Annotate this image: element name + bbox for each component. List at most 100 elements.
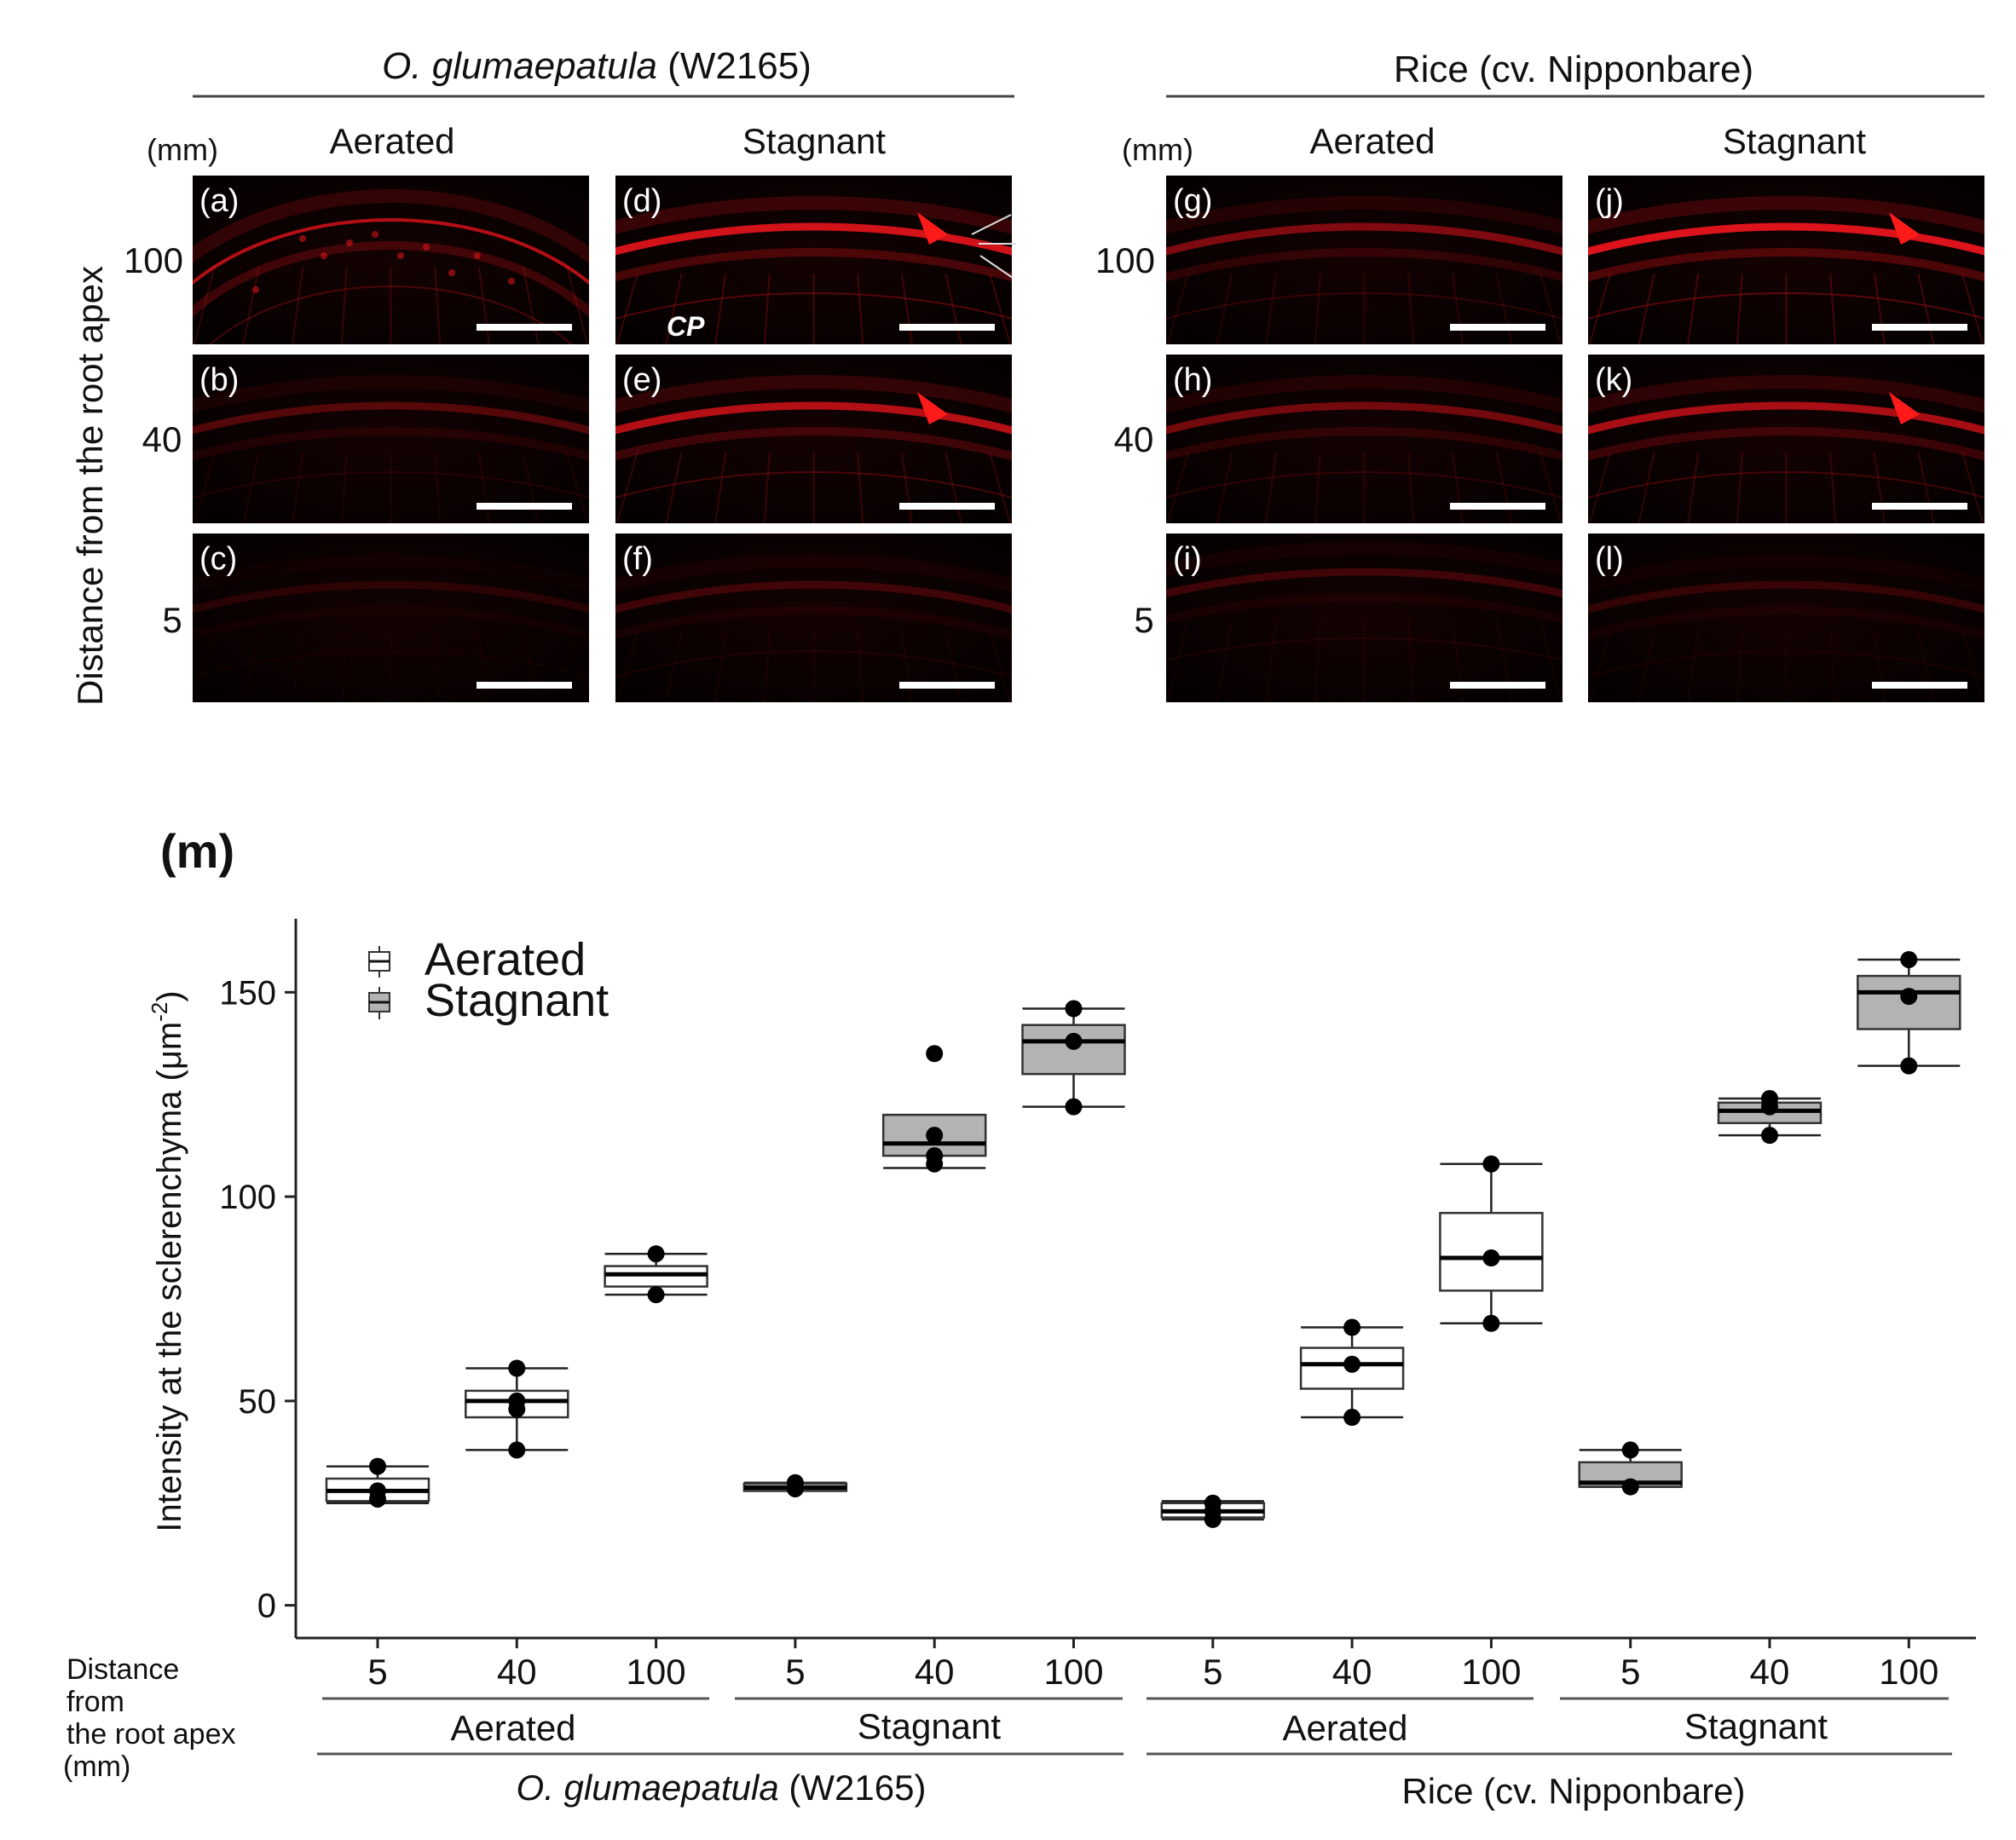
x-axis-title-line: Distance	[66, 1653, 179, 1686]
micrograph-panel: (d)	[615, 176, 1012, 344]
species-label-italic: O. glumaepatula	[517, 1768, 779, 1808]
data-point	[647, 1245, 665, 1263]
micrograph-panel: (h)	[1166, 355, 1563, 523]
panel-background	[615, 176, 1012, 344]
y-ticks: 0 50 100 150	[219, 974, 296, 1625]
unit-label: (mm)	[147, 132, 218, 167]
scale-bar	[477, 324, 572, 331]
data-point	[369, 1490, 386, 1508]
panel-label: (f)	[622, 541, 653, 577]
scale-bar	[1872, 324, 1967, 331]
micrograph-panel: (i)	[1166, 534, 1563, 702]
panel-label: (a)	[199, 183, 239, 219]
box-o-glumaepatula-aerated-100	[604, 1245, 708, 1304]
data-point	[1482, 1249, 1500, 1267]
legend-key-stagnant	[368, 987, 390, 1019]
data-point	[1761, 1127, 1778, 1145]
data-point	[786, 1479, 804, 1497]
x-tick-label: 40	[915, 1652, 955, 1692]
x-tick-labels: 5 40 100 5 40 100 5 40 100 5 40 100	[367, 1638, 1938, 1692]
data-point	[1621, 1441, 1639, 1459]
x-axis-title: Distance from the root apex (mm)	[63, 1653, 244, 1783]
panel-label: (g)	[1173, 183, 1212, 219]
panel-background	[193, 534, 589, 702]
micrograph-panel: (f)	[615, 534, 1012, 702]
legend-label-aerated: Aerated	[425, 934, 586, 985]
data-point	[1621, 1478, 1639, 1496]
y-tick-label: 100	[219, 1179, 276, 1216]
box-rice-stagnant-40	[1717, 1090, 1822, 1145]
root-section-arc	[1588, 554, 1984, 702]
box-o-glumaepatula-stagnant-40	[881, 1045, 987, 1173]
box-o-glumaepatula-aerated-5	[325, 1457, 430, 1508]
y-tick-label: 150	[219, 974, 276, 1012]
data-point	[369, 1457, 386, 1475]
scale-bar	[899, 503, 995, 510]
data-point	[508, 1359, 526, 1377]
root-section-arc	[615, 554, 1012, 702]
data-point	[1482, 1314, 1500, 1332]
species-label-glumaepatula: O. glumaepatula (W2165)	[517, 1768, 927, 1808]
x-tick-label: 5	[1203, 1652, 1222, 1692]
annotation-leader	[979, 255, 1014, 279]
species-label-rice: Rice (cv. Nipponbare)	[1401, 1771, 1745, 1811]
micrograph-panel: (l)	[1588, 534, 1984, 702]
box-rice-aerated-5	[1160, 1494, 1266, 1528]
tissue-annotations: epi exo scl CP	[667, 197, 1066, 342]
boxes	[325, 950, 1961, 1528]
data-point	[1761, 1098, 1778, 1116]
panel-background	[615, 534, 1012, 702]
data-point	[1065, 1098, 1083, 1116]
annotation-exo: exo	[1020, 228, 1066, 258]
scale-bar	[477, 503, 572, 510]
data-point	[1343, 1409, 1361, 1427]
chart-title: (m)	[160, 824, 234, 878]
data-point	[1900, 950, 1918, 968]
x-tick-label: 100	[1043, 1652, 1103, 1692]
micrograph-section: O. glumaepatula (W2165) Rice (cv. Nippon…	[70, 45, 1984, 706]
condition-label: Aerated	[1282, 1708, 1407, 1748]
scale-bar	[1450, 682, 1545, 689]
row-label: 40	[1114, 419, 1154, 459]
data-point	[1343, 1355, 1361, 1373]
arrowhead-icon	[1889, 212, 1920, 245]
condition-label: Stagnant	[1684, 1706, 1828, 1746]
annotation-epi: epi	[1014, 197, 1054, 228]
row-label: 100	[124, 240, 183, 280]
data-point	[926, 1155, 944, 1173]
condition-header: Stagnant	[1723, 121, 1866, 161]
data-point	[508, 1441, 526, 1459]
root-section-arc	[1166, 541, 1563, 702]
panel-label: (i)	[1173, 541, 1202, 577]
y-axis-title-main: Intensity at the sclerenchyma (μm	[151, 1022, 188, 1532]
legend: Aerated Stagnant	[368, 934, 609, 1026]
group-header-glumaepatula: O. glumaepatula (W2165)	[382, 45, 812, 87]
scale-bar	[1872, 503, 1967, 510]
annotation-leader	[971, 214, 1012, 235]
panel-label: (e)	[622, 362, 661, 398]
panel-label: (j)	[1595, 183, 1624, 219]
panel-label: (l)	[1595, 541, 1624, 577]
y-axis-title-end: )	[151, 990, 188, 1001]
micrograph-panels: (a) (b) (c) (d) (e) (f) (g) (h) (i) (j) (k) (l)	[193, 176, 1984, 702]
box-rice-aerated-40	[1299, 1318, 1405, 1427]
legend-label-stagnant: Stagnant	[425, 975, 609, 1026]
x-axis-title-line: (mm)	[63, 1751, 130, 1783]
condition-label: Stagnant	[858, 1706, 1001, 1746]
data-point	[1204, 1510, 1222, 1528]
box-rice-aerated-100	[1439, 1155, 1544, 1332]
annotation-cp: CP	[667, 311, 705, 342]
micrograph-panel: (j)	[1588, 176, 1984, 344]
x-tick-label: 40	[1750, 1652, 1790, 1692]
annotation-scl: scl	[1016, 269, 1055, 300]
box-rice-stagnant-100	[1857, 950, 1961, 1075]
data-point	[508, 1400, 526, 1418]
data-point	[1343, 1318, 1361, 1336]
micrograph-panel: (c)	[193, 534, 589, 702]
root-section-arc	[1166, 196, 1563, 344]
micrograph-panel: (b)	[193, 355, 589, 523]
y-tick-label: 0	[257, 1588, 276, 1625]
root-section-arc	[193, 189, 589, 344]
arrowhead-icon	[1889, 392, 1920, 424]
panel-label: (k)	[1595, 362, 1632, 398]
